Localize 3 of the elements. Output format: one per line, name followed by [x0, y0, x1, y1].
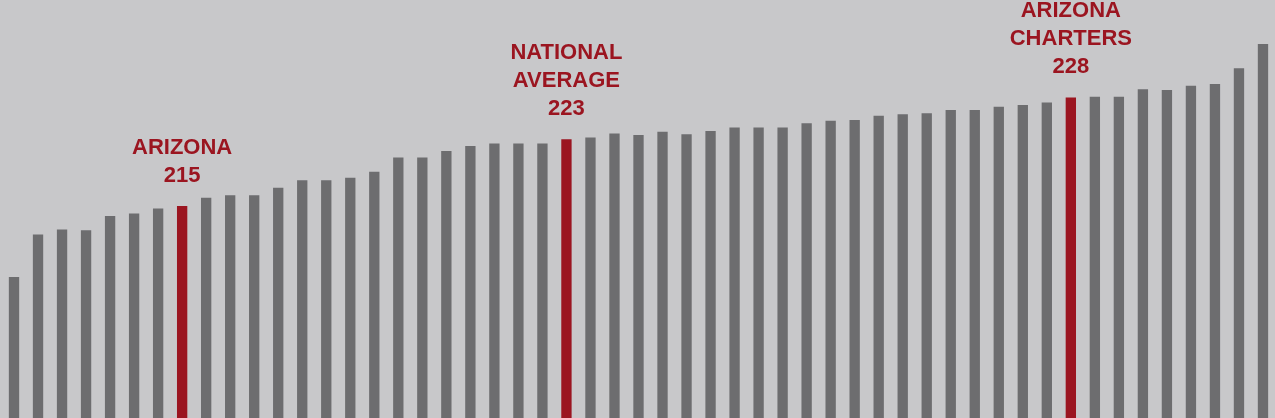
- data-label: ARIZONA 215: [132, 134, 233, 188]
- data-label: ARIZONA CHARTERS 228: [1009, 0, 1132, 79]
- data-label: NATIONAL AVERAGE 223: [510, 39, 623, 121]
